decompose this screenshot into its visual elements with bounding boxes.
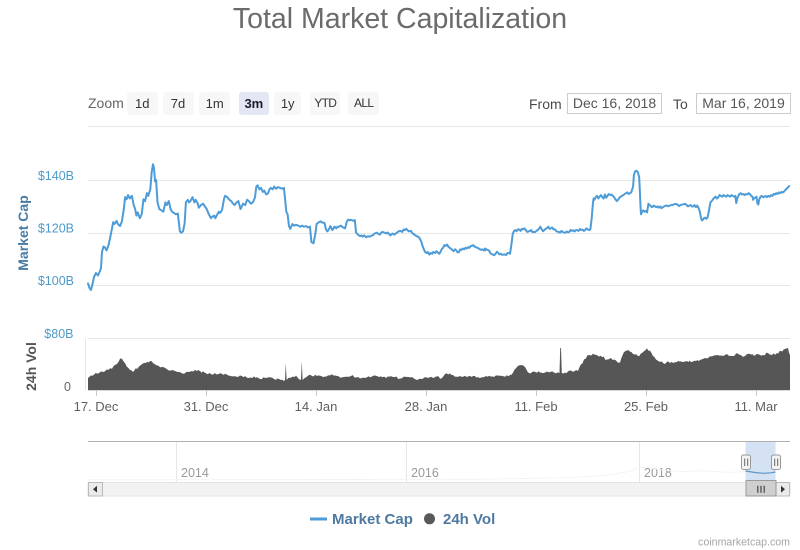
svg-text:2014: 2014: [181, 466, 209, 480]
svg-text:14. Jan: 14. Jan: [295, 399, 338, 414]
svg-text:17. Dec: 17. Dec: [74, 399, 119, 414]
svg-text:2018: 2018: [644, 466, 672, 480]
svg-text:0: 0: [64, 380, 71, 394]
svg-text:Market Cap: Market Cap: [15, 195, 31, 270]
svg-text:$80B: $80B: [44, 327, 73, 341]
svg-text:2016: 2016: [411, 466, 439, 480]
svg-text:$120B: $120B: [38, 222, 74, 236]
svg-text:24h Vol: 24h Vol: [443, 511, 495, 528]
svg-text:11. Mar: 11. Mar: [734, 399, 778, 414]
svg-text:28. Jan: 28. Jan: [405, 399, 448, 414]
svg-text:31. Dec: 31. Dec: [184, 399, 229, 414]
svg-text:coinmarketcap.com: coinmarketcap.com: [698, 537, 790, 549]
svg-text:$140B: $140B: [38, 169, 74, 183]
svg-text:Market Cap: Market Cap: [332, 511, 413, 528]
svg-text:24h Vol: 24h Vol: [23, 342, 39, 391]
svg-text:11. Feb: 11. Feb: [514, 399, 557, 414]
svg-text:$100B: $100B: [38, 274, 74, 288]
svg-text:25. Feb: 25. Feb: [624, 399, 668, 414]
